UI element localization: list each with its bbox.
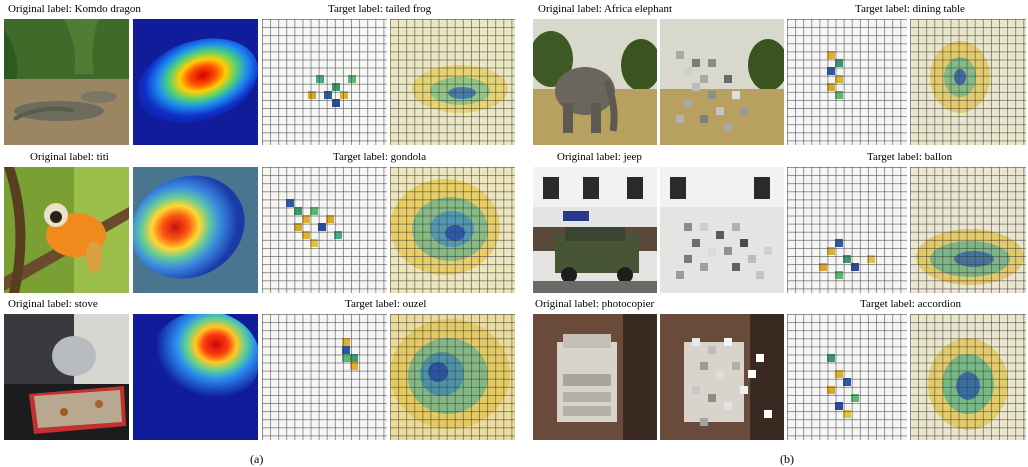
heatmap-stove — [133, 314, 258, 440]
photo-titi — [4, 167, 129, 293]
original-label-b2: Original label: jeep — [557, 151, 642, 163]
heatmap-titi — [133, 167, 258, 293]
photo-africa-elephant — [533, 19, 657, 145]
target-label-a3: Target label: ouzel — [345, 298, 427, 310]
panel-caption-b: (b) — [780, 452, 794, 466]
perturbation-heat-a2 — [390, 167, 515, 293]
heatmap-komodo-dragon — [133, 19, 258, 145]
target-label-b1: Target label: dining table — [855, 3, 965, 15]
perturbation-mask-a1 — [262, 19, 387, 145]
masked-africa-elephant — [660, 19, 784, 145]
perturbation-mask-b1 — [787, 19, 907, 145]
perturbation-mask-a3 — [262, 314, 387, 440]
perturbation-heat-b3 — [910, 314, 1026, 440]
original-label-a1: Original label: Komdo dragon — [8, 3, 141, 15]
original-label-b1: Original label: Africa elephant — [538, 3, 673, 15]
perturbation-heat-a1 — [390, 19, 515, 145]
photo-komodo-dragon — [4, 19, 129, 145]
photo-photocopier — [533, 314, 657, 440]
target-label-b2: Target label: ballon — [867, 151, 953, 163]
masked-jeep — [660, 167, 784, 293]
perturbation-mask-b2 — [787, 167, 907, 293]
photo-jeep — [533, 167, 657, 293]
target-label-a1: Target label: tailed frog — [328, 3, 432, 15]
target-label-b3: Target label: accordion — [860, 298, 962, 310]
masked-photocopier — [660, 314, 784, 440]
perturbation-heat-a3 — [390, 314, 515, 440]
perturbation-heat-b1 — [910, 19, 1026, 145]
perturbation-mask-b3 — [787, 314, 907, 440]
original-label-a2: Original label: titi — [30, 151, 109, 163]
original-label-b3: Original label: photocopier — [535, 298, 655, 310]
perturbation-heat-b2 — [910, 167, 1026, 293]
panel-caption-a: (a) — [250, 452, 264, 466]
original-label-a3: Original label: stove — [8, 298, 98, 310]
perturbation-mask-a2 — [262, 167, 387, 293]
photo-stove — [4, 314, 129, 440]
target-label-a2: Target label: gondola — [333, 151, 427, 163]
